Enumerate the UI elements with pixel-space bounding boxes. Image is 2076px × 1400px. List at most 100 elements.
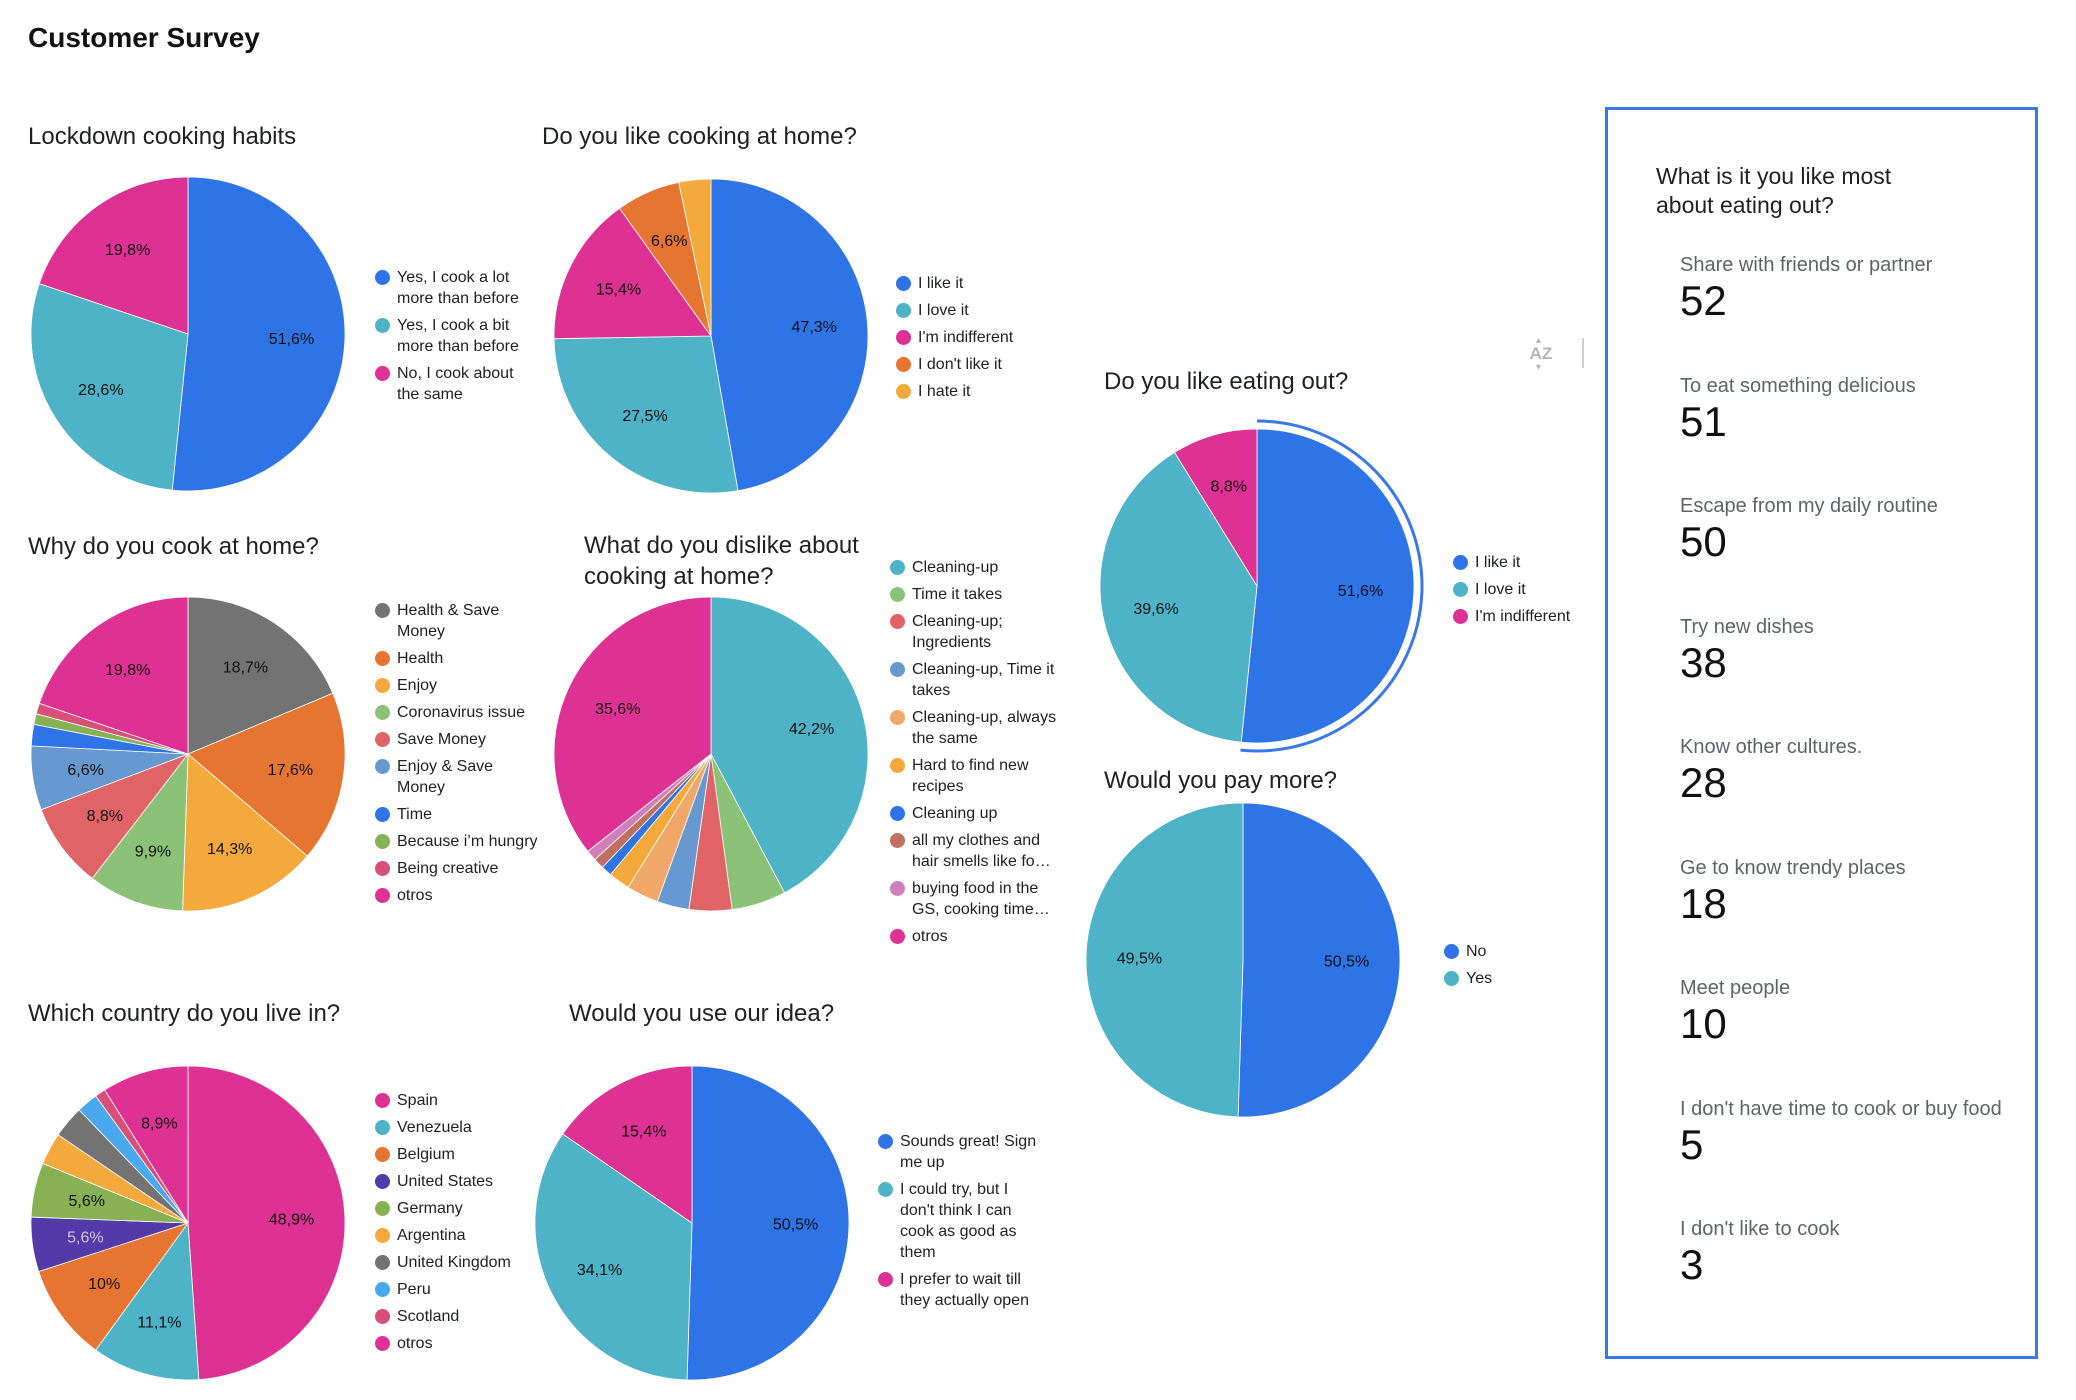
sort-az-icon[interactable]: AZ — [1528, 327, 1554, 382]
legend-item-spain[interactable]: Spain — [375, 1090, 545, 1111]
legend-item-argentina[interactable]: Argentina — [375, 1225, 545, 1246]
legend-item-yes-i-cook-a-lot-more-than-before[interactable]: Yes, I cook a lot more than before — [375, 267, 545, 309]
scorecard-panel[interactable]: What is it you like most about eating ou… — [1605, 107, 2038, 1359]
pie-chart-dislike: 42,2% 35,6% — [553, 596, 869, 912]
legend-item-save-money[interactable]: Save Money — [375, 729, 545, 750]
legend-item-all-my-clothes-and-hair-smells-like-fo[interactable]: all my clothes and hair smells like fo… — [890, 830, 1060, 872]
legend-item-scotland[interactable]: Scotland — [375, 1306, 545, 1327]
legend-item-i-could-try-but-i-don-t-think-i-can-cook-as-good-as-them[interactable]: I could try, but I don't think I can coo… — [878, 1179, 1048, 1263]
legend-item-yes-i-cook-a-bit-more-than-before[interactable]: Yes, I cook a bit more than before — [375, 315, 545, 357]
legend-item-i-like-it[interactable]: I like it — [1453, 552, 1623, 573]
legend-item-cleaning-up-time-it-takes[interactable]: Cleaning-up, Time it takes — [890, 659, 1060, 701]
legend-swatch-icon — [890, 806, 905, 821]
legend-label: Time it takes — [912, 586, 1003, 603]
legend-item-coronavirus-issue[interactable]: Coronavirus issue — [375, 702, 545, 723]
data-label-save-money: 8,8% — [87, 808, 123, 825]
legend-item-sounds-great-sign-me-up[interactable]: Sounds great! Sign me up — [878, 1131, 1048, 1173]
pie-slice-otros[interactable] — [104, 1065, 189, 1225]
legend-item-i-m-indifferent[interactable]: I'm indifferent — [896, 327, 1066, 348]
legend-swatch-icon — [375, 1309, 390, 1324]
pie-slice-yes-i-cook-a-lot-more-than-before[interactable] — [171, 176, 346, 492]
pie-slice-i-prefer-to-wait-till-they-actually-open[interactable] — [562, 1065, 693, 1224]
legend-item-health-save-money[interactable]: Health & Save Money — [375, 600, 545, 642]
pie-slice-cleaning-up[interactable] — [710, 596, 869, 894]
pie-chart-pay-more: 50,5% 49,5% — [1085, 802, 1401, 1118]
pie-slice-no[interactable] — [1237, 802, 1401, 1118]
legend-item-peru[interactable]: Peru — [375, 1279, 545, 1300]
legend-item-no[interactable]: No — [1444, 941, 1614, 962]
legend-item-cleaning-up[interactable]: Cleaning-up — [890, 557, 1060, 578]
legend-swatch-icon — [878, 1134, 893, 1149]
pie-slice-health[interactable] — [187, 692, 346, 857]
pie-slice-enjoy[interactable] — [182, 753, 308, 912]
legend-item-belgium[interactable]: Belgium — [375, 1144, 545, 1165]
pie-slice-i-love-it[interactable] — [553, 335, 739, 494]
pie-slice-belgium[interactable] — [38, 1222, 190, 1351]
legend-item-i-don-t-like-it[interactable]: I don't like it — [896, 354, 1066, 375]
pie-slice-spain[interactable] — [187, 1065, 346, 1381]
pie-slice-i-m-indifferent[interactable] — [1173, 428, 1258, 588]
pie-slice-i-m-indifferent[interactable] — [553, 207, 712, 340]
legend-item-time-it-takes[interactable]: Time it takes — [890, 584, 1060, 605]
chart-title: Why do you cook at home? — [28, 533, 319, 560]
legend-item-cleaning-up-ingredients[interactable]: Cleaning-up; Ingredients — [890, 611, 1060, 653]
legend-item-health[interactable]: Health — [375, 648, 545, 669]
legend-item-buying-food-in-the-gs-cooking-time[interactable]: buying food in the GS, cooking time… — [890, 878, 1060, 920]
legend-item-venezuela[interactable]: Venezuela — [375, 1117, 545, 1138]
pie-slice-i-like-it[interactable] — [1240, 428, 1415, 744]
metric-label: To eat something delicious — [1680, 374, 1916, 397]
chart-title: Would you use our idea? — [569, 1000, 835, 1027]
pie-slice-no-i-cook-about-the-same[interactable] — [38, 176, 189, 335]
legend-item-otros[interactable]: otros — [890, 926, 1060, 947]
legend-item-i-prefer-to-wait-till-they-actually-open[interactable]: I prefer to wait till they actually open — [878, 1269, 1048, 1311]
legend-item-enjoy-save-money[interactable]: Enjoy & Save Money — [375, 756, 545, 798]
pie-slice-coronavirus-issue[interactable] — [91, 752, 189, 912]
pie-slice-health-save-money[interactable] — [187, 596, 334, 755]
legend-item-germany[interactable]: Germany — [375, 1198, 545, 1219]
legend-item-no-i-cook-about-the-same[interactable]: No, I cook about the same — [375, 363, 545, 405]
legend-item-cleaning-up[interactable]: Cleaning up — [890, 803, 1060, 824]
legend-item-because-i-m-hungry[interactable]: Because i’m hungry — [375, 831, 545, 852]
legend-item-i-love-it[interactable]: I love it — [896, 300, 1066, 321]
data-label-i-like-it: 47,3% — [792, 319, 837, 336]
legend-item-i-love-it[interactable]: I love it — [1453, 579, 1623, 600]
legend-item-united-kingdom[interactable]: United Kingdom — [375, 1252, 545, 1273]
data-label-i-could-try-but-i-don-t-think-i-can-cook-as-good-as-them: 34,1% — [577, 1262, 622, 1279]
legend-swatch-icon — [878, 1182, 893, 1197]
legend-swatch-icon — [375, 834, 390, 849]
legend-item-cleaning-up-always-the-same[interactable]: Cleaning-up, always the same — [890, 707, 1060, 749]
legend-item-being-creative[interactable]: Being creative — [375, 858, 545, 879]
legend-label: Cleaning-up, always the same — [912, 709, 1057, 747]
data-label-venezuela: 11,1% — [137, 1315, 181, 1332]
legend-item-i-hate-it[interactable]: I hate it — [896, 381, 1066, 402]
legend-swatch-icon — [1444, 944, 1459, 959]
pie-slice-i-could-try-but-i-don-t-think-i-can-cook-as-good-as-them[interactable] — [534, 1133, 693, 1381]
chart-title: Do you like eating out? — [1104, 368, 1349, 395]
pie-slice-i-like-it[interactable] — [710, 178, 869, 492]
legend-item-i-like-it[interactable]: I like it — [896, 273, 1066, 294]
legend-item-enjoy[interactable]: Enjoy — [375, 675, 545, 696]
legend-swatch-icon — [375, 861, 390, 876]
legend-item-otros[interactable]: otros — [375, 885, 545, 906]
legend-item-otros[interactable]: otros — [375, 1333, 545, 1354]
legend-swatch-icon — [375, 705, 390, 720]
pie-slice-i-hate-it[interactable] — [678, 178, 712, 337]
pie-slice-yes-i-cook-a-bit-more-than-before[interactable] — [30, 283, 189, 491]
legend-label: Spain — [397, 1092, 438, 1109]
legend-label: otros — [397, 887, 433, 904]
pie-slice-yes[interactable] — [1085, 802, 1244, 1118]
legend-item-time[interactable]: Time — [375, 804, 545, 825]
pie-slice-save-money[interactable] — [40, 753, 190, 879]
legend-item-hard-to-find-new-recipes[interactable]: Hard to find new recipes — [890, 755, 1060, 797]
legend-item-united-states[interactable]: United States — [375, 1171, 545, 1192]
pie-slice-venezuela[interactable] — [95, 1221, 200, 1381]
pie-slice-i-love-it[interactable] — [1099, 451, 1258, 743]
legend-swatch-icon — [375, 1201, 390, 1216]
pie-slice-otros[interactable] — [553, 596, 712, 852]
legend-item-yes[interactable]: Yes — [1444, 968, 1614, 989]
metric-label: Know other cultures. — [1680, 736, 1863, 758]
legend: I like it I love it I'm indifferent I don't… — [896, 273, 1066, 408]
legend-item-i-m-indifferent[interactable]: I'm indifferent — [1453, 606, 1623, 627]
pie-slice-otros[interactable] — [38, 596, 189, 755]
pie-slice-sounds-great-sign-me-up[interactable] — [686, 1065, 850, 1381]
